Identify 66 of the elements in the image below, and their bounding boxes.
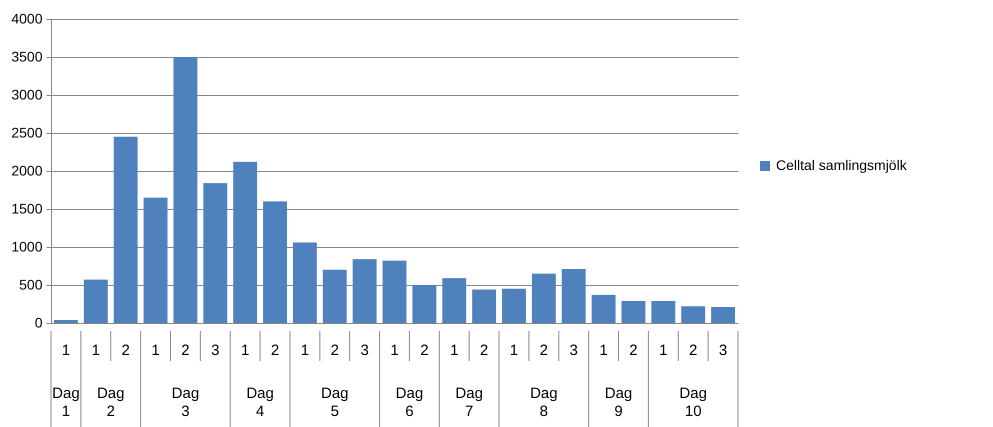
bar — [233, 162, 258, 323]
x-tick-label: 2 — [420, 342, 429, 359]
x-tick-label: 2 — [689, 342, 698, 359]
x-tick-label: 1 — [151, 342, 160, 359]
x-tick-label: 2 — [540, 342, 548, 359]
bar — [681, 306, 706, 323]
y-tick-label: 3000 — [11, 86, 43, 102]
x-tick-label: 2 — [330, 342, 339, 359]
bar — [322, 270, 347, 323]
bar — [622, 300, 646, 323]
bar — [144, 198, 168, 323]
y-tick-label: 1500 — [11, 200, 43, 216]
y-tick-label: 4000 — [11, 10, 43, 26]
x-tick-label: 2 — [270, 342, 280, 359]
text: Dag 6 — [396, 385, 424, 420]
text: Dag 8 — [530, 385, 558, 420]
x-tick-label: 2 — [181, 342, 190, 359]
bar — [263, 201, 287, 323]
bar — [472, 290, 496, 323]
x-tick-label: 1 — [510, 342, 518, 359]
x-tick-label: 1 — [300, 342, 310, 359]
x-tick-label: 1 — [659, 342, 668, 359]
y-tick-label: 500 — [19, 276, 43, 292]
x-tick-label: 3 — [718, 342, 728, 359]
y-tick-label: 0 — [34, 314, 43, 330]
bar — [442, 278, 466, 323]
x-tick-label: 3 — [211, 342, 220, 359]
bar — [532, 274, 556, 323]
bar — [651, 300, 676, 323]
bar — [382, 260, 406, 323]
bar — [412, 285, 436, 323]
x-tick-label: 2 — [629, 342, 638, 359]
bar — [352, 259, 377, 323]
x-tick-label: 2 — [122, 342, 130, 359]
y-tick-label: 2000 — [11, 162, 43, 178]
y-tick-label: 3500 — [11, 48, 43, 64]
y-tick-label: 2500 — [11, 124, 43, 140]
text: Dag 2 — [96, 385, 125, 420]
text: Dag 10 — [679, 385, 707, 420]
x-tick-label: 1 — [450, 342, 458, 359]
bar — [84, 280, 108, 323]
text: Dag 7 — [455, 385, 483, 420]
x-tick-label: 1 — [240, 342, 250, 359]
bar — [562, 269, 586, 323]
text: Dag 5 — [320, 385, 349, 420]
bar — [292, 242, 317, 323]
bar — [711, 307, 736, 323]
text: Dag 1 — [52, 385, 80, 420]
bar — [114, 136, 138, 323]
text: Dag 4 — [246, 385, 274, 420]
y-tick-label: 1000 — [11, 238, 43, 254]
bar — [173, 57, 198, 323]
x-tick-label: 2 — [480, 342, 488, 359]
x-tick-label: 3 — [360, 342, 369, 359]
bar — [54, 320, 78, 323]
x-tick-label: 1 — [599, 342, 608, 359]
bar — [502, 288, 526, 323]
bar — [592, 294, 616, 323]
bar — [203, 183, 228, 323]
x-tick-label: 1 — [390, 342, 399, 359]
text: Dag 3 — [172, 385, 200, 420]
text: Dag 9 — [604, 385, 632, 420]
x-tick-label: 3 — [570, 342, 578, 359]
legend-label: Celltal samlingsmjölk — [776, 157, 908, 173]
x-tick-label: 1 — [62, 342, 70, 359]
x-tick-label: 1 — [92, 342, 100, 359]
